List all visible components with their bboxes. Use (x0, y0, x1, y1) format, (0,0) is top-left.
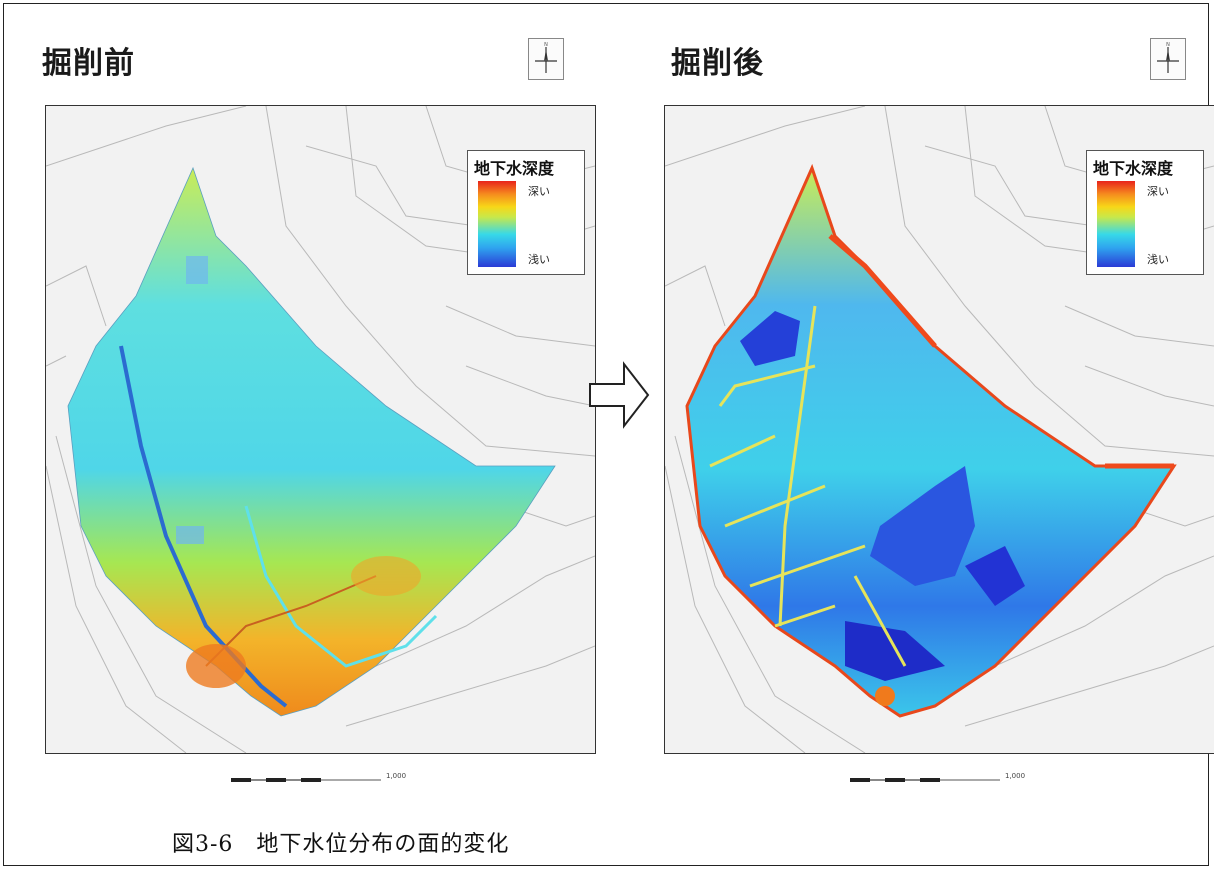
pond-1 (740, 311, 800, 366)
scale-bar-after (850, 778, 1000, 782)
basemap-lines (665, 106, 1214, 753)
legend-before: 地下水深度 深い 浅い (467, 150, 585, 275)
panel-title-after: 掘削後 (671, 46, 764, 81)
legend-high-label: 深い (528, 185, 550, 198)
channel-before (119, 345, 288, 708)
groundwater-area-before (67, 166, 556, 717)
pond-2 (870, 466, 975, 586)
figure-caption: 図3-6 地下水位分布の面的変化 (172, 832, 510, 857)
svg-text:N: N (544, 42, 548, 48)
svg-text:N: N (1166, 42, 1170, 48)
map-after: 地下水深度 深い 浅い (664, 105, 1214, 754)
legend-color-bar (478, 181, 516, 267)
north-arrow-icon: N (528, 38, 564, 80)
pond-3 (965, 546, 1025, 606)
legend-low-label: 浅い (528, 253, 550, 266)
scale-label-after: 1,000 (1005, 772, 1026, 780)
legend-after: 地下水深度 深い 浅い (1086, 150, 1204, 275)
legend-title: 地下水深度 (1093, 159, 1174, 178)
figure-frame: 掘削前 N (3, 3, 1214, 866)
legend-color-bar (1097, 181, 1135, 267)
scale-bar-before (231, 778, 381, 782)
right-outline-arrow-icon (589, 361, 650, 429)
panel-title-before: 掘削前 (42, 46, 135, 81)
scale-label-before: 1,000 (386, 772, 407, 780)
map-before: 地下水深度 深い 浅い (45, 105, 596, 754)
legend-high-label: 深い (1147, 185, 1169, 198)
legend-title: 地下水深度 (474, 159, 555, 178)
legend-low-label: 浅い (1147, 253, 1169, 266)
basemap-lines (46, 106, 595, 753)
groundwater-area-after (685, 163, 1177, 718)
north-arrow-icon: N (1150, 38, 1186, 80)
